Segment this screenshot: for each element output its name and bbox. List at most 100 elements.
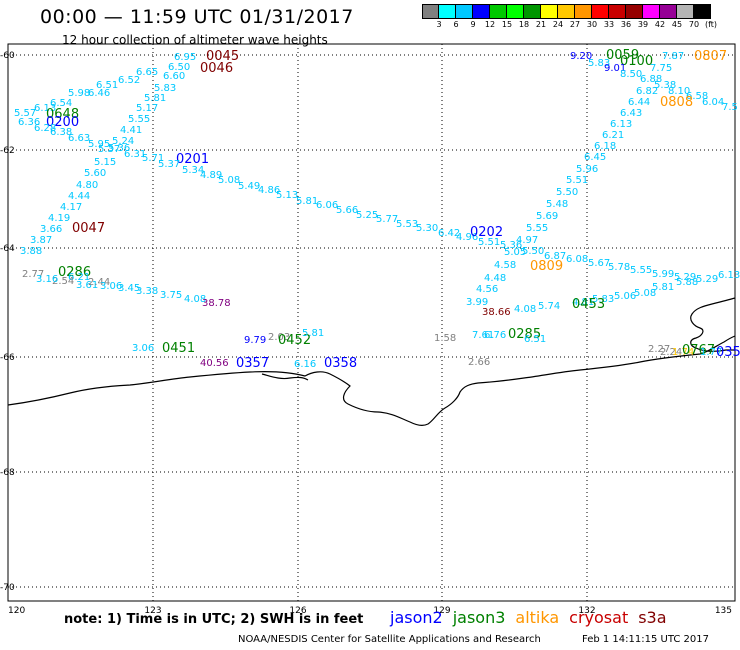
wave-height-value: 5.49: [238, 181, 260, 192]
wave-height-value: 7.61: [472, 330, 494, 341]
wave-height-value: 5.55: [526, 223, 548, 234]
wave-height-value: 3.75: [160, 290, 182, 301]
wave-height-value: 6.63: [68, 133, 90, 144]
wave-height-value: 4.17: [60, 202, 82, 213]
wave-height-value: 40.56: [200, 358, 229, 369]
wave-height-value: 4.19: [48, 213, 70, 224]
wave-height-value: 6.38: [50, 127, 72, 138]
satellite-legend: jason2 jason3 altika cryosat s3a: [390, 608, 677, 627]
wave-height-value: 6.65: [136, 67, 158, 78]
wave-height-value: 5.77: [376, 214, 398, 225]
wave-height-value: 6.60: [163, 71, 185, 82]
wave-height-value: 1.58: [434, 333, 456, 344]
plot-frame: [7, 43, 736, 602]
colorbar-tick-label: 36: [620, 20, 632, 29]
colorbar-tick-label: 24: [552, 20, 564, 29]
wave-height-value: 5.95: [88, 139, 110, 150]
pass-time-label: 0808: [660, 95, 693, 110]
colorbar-tick-label: 45: [671, 20, 683, 29]
wave-height-value: 4.80: [76, 180, 98, 191]
colorbar-tick-label: 39: [637, 20, 649, 29]
wave-height-value: 3.66: [40, 224, 62, 235]
generation-timestamp: Feb 1 14:11:15 UTC 2017: [582, 634, 709, 645]
wave-height-value: 5.36: [500, 240, 522, 251]
wave-height-value: 2.54: [52, 276, 74, 287]
wave-height-value: 5.15: [94, 157, 116, 168]
wave-height-value: 5.88: [676, 277, 698, 288]
wave-height-value: 6.13: [34, 103, 56, 114]
wave-height-value: 6.52: [118, 75, 140, 86]
wave-height-value: 5.83: [592, 294, 614, 305]
wave-height-value: 5.69: [536, 211, 558, 222]
colorbar-swatch: [609, 4, 626, 19]
wave-height-value: 38.78: [202, 298, 231, 309]
colorbar-swatch: [473, 4, 490, 19]
satellite-legend-entry: jason2: [390, 608, 443, 627]
wave-height-value: 5.81: [144, 93, 166, 104]
wave-height-value: 5.29: [696, 274, 718, 285]
wave-height-value: 6.06: [316, 200, 338, 211]
wave-height-value: 6.58: [686, 91, 708, 102]
colorbar-tick-label: 3: [436, 20, 442, 29]
colorbar-tick-label: (ft): [704, 20, 718, 29]
wave-height-value: 5.60: [84, 168, 106, 179]
pass-time-label: 0047: [72, 221, 105, 236]
colorbar-tick-label: 30: [586, 20, 598, 29]
pass-time-label: 0809: [530, 259, 563, 274]
pass-time-label: 0059: [606, 48, 639, 63]
wave-height-value: 6.45: [584, 152, 606, 163]
wave-height-value: 9.01: [604, 63, 626, 74]
wave-height-value: 5.37: [158, 159, 180, 170]
longitude-label: 123: [144, 606, 161, 616]
wave-height-value: 5.51: [566, 175, 588, 186]
wave-height-value: 7.5: [722, 102, 738, 113]
wave-height-value: 6.28: [34, 123, 56, 134]
colorbar-swatch: [541, 4, 558, 19]
pass-time-label: 0453: [572, 297, 605, 312]
wave-height-value: 6.16: [294, 359, 316, 370]
footnote: note: 1) Time is in UTC; 2) SWH is in fe…: [64, 612, 364, 627]
wave-height-value: 4.81: [572, 297, 594, 308]
wave-height-value: 4.89: [200, 170, 222, 181]
colorbar-swatch: [575, 4, 592, 19]
wave-height-value: 5.71: [142, 153, 164, 164]
pass-time-label: 0286: [58, 265, 91, 280]
satellite-legend-entry: cryosat: [569, 608, 629, 627]
wave-height-value: 5.81: [652, 282, 674, 293]
colorbar-tick-label: 12: [484, 20, 496, 29]
wave-height-value: 4.48: [484, 273, 506, 284]
wave-height-value: 6.82: [636, 86, 658, 97]
wave-height-value: 3.45: [118, 283, 140, 294]
wave-height-value: 8.50: [620, 69, 642, 80]
latitude-label: -66: [0, 353, 15, 363]
wave-height-value: 5.57: [14, 108, 36, 119]
wave-height-value: 6.54: [50, 98, 72, 109]
latitude-label: -62: [0, 146, 15, 156]
colorbar-tick-label: 27: [569, 20, 581, 29]
pass-time-label: 0357: [236, 356, 269, 371]
wave-height-value: 6.04: [702, 97, 724, 108]
wave-height-value: 6.51: [96, 80, 118, 91]
wave-height-value: 1.77: [700, 347, 722, 358]
colorbar-swatch: [626, 4, 643, 19]
pass-time-label: 0807: [694, 49, 727, 64]
pass-time-label: 0648: [46, 107, 79, 122]
wave-height-value: 3.61: [76, 280, 98, 291]
wave-height-value: 6.18: [594, 141, 616, 152]
wave-height-value: 9.20: [570, 51, 592, 62]
wave-height-value: 6.08: [566, 254, 588, 265]
wave-height-value: 5.53: [396, 219, 418, 230]
wave-height-value: 2.44: [88, 277, 110, 288]
wave-height-value: 2.27: [648, 344, 670, 355]
wave-height-value: 5.81: [296, 196, 318, 207]
longitude-label: 135: [715, 606, 732, 616]
wave-height-value: 6.76: [484, 330, 506, 341]
wave-height-value: 5.48: [546, 199, 568, 210]
pass-time-label: 0359: [716, 345, 740, 360]
wave-height-value: 6.95: [174, 52, 196, 63]
wave-height-value: 6.21: [602, 130, 624, 141]
wave-height-value: 6.44: [628, 97, 650, 108]
pass-time-label: 0046: [200, 61, 233, 76]
pass-time-label: 0767: [682, 343, 715, 358]
